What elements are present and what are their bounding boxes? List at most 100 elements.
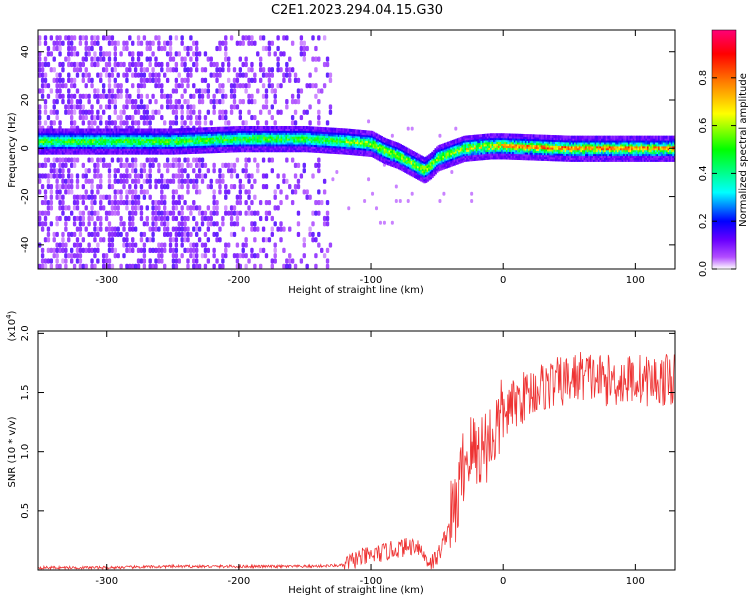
spectrogram-signal-cell <box>201 131 204 135</box>
spectrogram-noise-cell <box>131 61 135 68</box>
spectrogram-signal-cell <box>236 147 239 151</box>
spectrogram-noise-cell <box>72 231 77 238</box>
spectrogram-signal-cell <box>233 128 236 132</box>
spectrogram-signal-cell <box>91 143 95 147</box>
spectrogram-signal-cell <box>107 143 111 147</box>
spectrogram-signal-cell <box>229 126 233 130</box>
spectrogram-signal-cell <box>329 146 333 150</box>
spectrogram-signal-cell <box>229 145 233 149</box>
spectrogram-signal-cell <box>104 128 108 132</box>
spectrogram-noise-cell <box>270 83 274 89</box>
spectrogram-signal-cell <box>266 127 269 131</box>
spectrogram-signal-cell <box>183 133 187 137</box>
spectrogram-signal-cell <box>163 138 166 142</box>
spectrogram-signal-cell <box>321 140 325 144</box>
spectrogram-signal-cell <box>187 141 190 145</box>
spectrogram-signal-cell <box>160 128 163 132</box>
spectrogram-signal-cell <box>72 149 76 153</box>
spectrogram-signal-cell <box>401 144 404 148</box>
spectrogram-signal-cell <box>90 138 93 142</box>
spectrogram-noise-cell <box>87 194 91 200</box>
spectrogram-signal-cell <box>214 146 217 150</box>
spectrogram-noise-cell <box>99 51 103 57</box>
spectrogram-signal-cell <box>255 133 258 137</box>
spectrogram-signal-cell <box>57 134 60 138</box>
spectrogram-noise-cell <box>224 162 228 168</box>
spectrogram-signal-cell <box>212 150 215 154</box>
spectrogram-signal-cell <box>318 148 322 152</box>
spectrogram-signal-cell <box>288 129 291 133</box>
spectrogram-signal-cell <box>161 134 165 138</box>
spectrogram-signal-cell <box>261 137 265 141</box>
spectrogram-signal-cell <box>361 133 364 137</box>
spectrogram-signal-cell <box>293 135 296 139</box>
spectrogram-signal-cell <box>139 149 142 153</box>
spectrogram-signal-cell <box>210 144 214 148</box>
spectrogram-signal-cell <box>202 135 206 139</box>
spectrogram-signal-cell <box>250 126 253 130</box>
spectrogram-noise-cell <box>406 126 410 131</box>
spectrogram-noise-cell <box>282 173 286 179</box>
spectrogram-signal-cell <box>163 143 166 147</box>
spectrogram-signal-cell <box>166 143 169 147</box>
spectrogram-signal-cell <box>106 128 109 132</box>
spectrogram-signal-cell <box>80 130 84 134</box>
spectrogram-signal-cell <box>272 147 276 151</box>
spectrogram-signal-cell <box>80 138 84 142</box>
spectrogram-signal-cell <box>239 129 242 133</box>
spectrogram-signal-cell <box>383 153 387 157</box>
spectrogram-signal-cell <box>336 143 339 147</box>
spectrogram-signal-cell <box>137 147 141 151</box>
spectrogram-noise-cell <box>58 189 62 195</box>
spectrogram-signal-cell <box>47 149 50 153</box>
spectrogram-noise-cell <box>305 109 309 115</box>
spectrogram-signal-cell <box>237 131 241 135</box>
spectrogram-noise-cell <box>131 226 135 232</box>
spectrogram-noise-cell <box>93 263 97 269</box>
spectrogram-noise-cell <box>197 51 202 57</box>
spectrogram-signal-cell <box>299 126 303 130</box>
spectrogram-signal-cell <box>64 147 68 151</box>
spectrogram-noise-cell <box>256 88 260 94</box>
spectrogram-signal-cell <box>313 140 317 144</box>
spectrogram-signal-cell <box>245 147 249 151</box>
spectrogram-signal-cell <box>141 149 144 153</box>
spectrogram-signal-cell <box>191 133 195 137</box>
spectrogram-noise-cell <box>131 83 135 89</box>
spectrogram-signal-cell <box>320 128 323 132</box>
spectrogram-signal-cell <box>204 133 207 137</box>
spectrogram-signal-cell <box>361 141 364 145</box>
spectrogram-signal-cell <box>372 139 376 143</box>
spectrogram-noise-cell <box>195 45 199 52</box>
spectrogram-signal-cell <box>96 140 100 144</box>
spectrogram-noise-cell <box>293 120 298 126</box>
spectrogram-signal-cell <box>383 155 387 159</box>
spectrogram-signal-cell <box>261 147 265 151</box>
spectrogram-signal-cell <box>58 136 62 140</box>
spectrogram-signal-cell <box>199 150 203 154</box>
spectrogram-noise-cell <box>151 93 155 99</box>
spectrogram-signal-cell <box>72 147 76 151</box>
spectrogram-signal-cell <box>291 135 295 139</box>
spectrogram-signal-cell <box>271 147 274 151</box>
spectrogram-signal-cell <box>367 151 371 155</box>
spectrogram-noise-cell <box>122 45 126 52</box>
spectrogram-signal-cell <box>415 162 418 166</box>
spectrogram-noise-cell <box>61 61 65 68</box>
spectrogram-signal-cell <box>128 141 131 145</box>
spectrogram-signal-cell <box>279 141 282 145</box>
spectrogram-noise-cell <box>226 67 231 73</box>
spectrogram-signal-cell <box>64 136 68 140</box>
spectrogram-signal-cell <box>263 139 266 143</box>
spectrogram-signal-cell <box>39 138 42 142</box>
spectrogram-signal-cell <box>364 130 368 134</box>
spectrogram-signal-cell <box>293 147 296 151</box>
spectrogram-noise-cell <box>171 189 176 195</box>
spectrogram-noise-cell <box>317 99 321 105</box>
spectrogram-signal-cell <box>183 128 187 132</box>
spectrogram-signal-cell <box>125 138 128 142</box>
spectrogram-signal-cell <box>215 142 219 146</box>
spectrogram-noise-cell <box>174 83 179 89</box>
spectrogram-signal-cell <box>405 163 409 167</box>
spectrogram-signal-cell <box>223 147 226 151</box>
